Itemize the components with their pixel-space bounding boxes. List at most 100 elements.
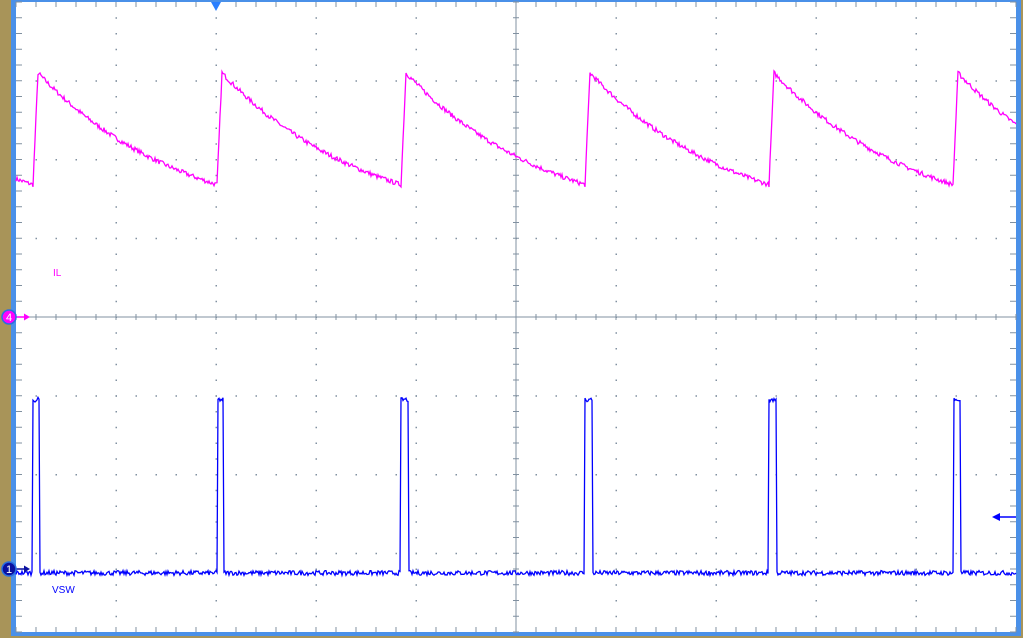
grid-dot — [535, 474, 537, 476]
grid-dot — [55, 552, 57, 555]
grid-dot — [815, 584, 817, 586]
grid-dot — [715, 237, 717, 240]
trigger-level-arrow — [992, 513, 1000, 522]
grid-dot — [895, 395, 897, 397]
grid-dot — [135, 395, 137, 397]
grid-dot — [295, 395, 297, 397]
channel-4-number: 4 — [6, 312, 12, 324]
grid-dot — [115, 111, 117, 114]
grid-dot — [415, 64, 417, 66]
grid-dot — [275, 552, 277, 555]
grid-dot — [615, 206, 617, 208]
grid-dot — [115, 474, 117, 476]
grid-dot — [415, 253, 417, 255]
grid-dot — [75, 237, 77, 240]
grid-dot — [615, 426, 617, 429]
grid-dot — [615, 584, 617, 586]
grid-dot — [775, 237, 777, 240]
grid-dot — [595, 80, 597, 82]
grid-dot — [115, 615, 117, 618]
grid-dot — [755, 474, 757, 476]
grid-dot — [115, 395, 117, 397]
grid-dot — [855, 395, 857, 397]
grid-dot — [215, 426, 217, 429]
grid-dot — [115, 159, 117, 161]
grid-dot — [115, 48, 117, 51]
grid-dot — [115, 143, 117, 145]
grid-dot — [695, 552, 697, 555]
grid-dot — [395, 395, 397, 397]
grid-dot — [395, 474, 397, 476]
grid-dot — [915, 96, 917, 98]
grid-dot — [115, 206, 117, 208]
grid-dot — [615, 411, 617, 413]
grid-dot — [115, 269, 117, 271]
grid-dot — [815, 222, 817, 224]
grid-dot — [35, 80, 37, 82]
grid-dot — [535, 237, 537, 240]
grid-dot — [115, 489, 117, 492]
grid-dot — [695, 159, 697, 161]
grid-dot — [215, 127, 217, 129]
grid-dot — [815, 600, 817, 602]
grid-dot — [715, 33, 717, 35]
grid-dot — [95, 474, 97, 476]
grid-dot — [415, 96, 417, 98]
grid-dot — [215, 458, 217, 460]
grid-dot — [715, 537, 717, 539]
grid-dot — [215, 159, 217, 161]
grid-dot — [855, 80, 857, 82]
grid-dot — [315, 237, 317, 240]
grid-dot — [915, 269, 917, 271]
grid-dot — [315, 615, 317, 618]
grid-dot — [915, 174, 917, 177]
grid-dot — [815, 159, 817, 161]
grid-dot — [135, 80, 137, 82]
grid-dot — [215, 474, 217, 476]
grid-dot — [115, 600, 117, 602]
grid-dot — [815, 64, 817, 66]
grid-dot — [915, 190, 917, 192]
grid-dot — [335, 395, 337, 397]
grid-dot — [475, 237, 477, 240]
grid-dot — [495, 474, 497, 476]
grid-dot — [415, 615, 417, 618]
grid-dot — [495, 395, 497, 397]
grid-dot — [295, 552, 297, 555]
grid-dot — [55, 474, 57, 476]
grid-dot — [735, 159, 737, 161]
grid-dot — [835, 474, 837, 476]
grid-dot — [475, 395, 477, 397]
grid-dot — [495, 552, 497, 555]
grid-dot — [835, 552, 837, 555]
grid-dot — [215, 269, 217, 271]
grid-dot — [555, 159, 557, 161]
grid-dot — [115, 411, 117, 413]
grid-dot — [315, 159, 317, 161]
grid-dot — [815, 269, 817, 271]
grid-dot — [615, 48, 617, 51]
channel-1-marker-arrow — [24, 565, 30, 573]
trigger-position-marker — [211, 2, 221, 11]
grid-dot — [215, 33, 217, 35]
grid-dot — [335, 237, 337, 240]
grid-dot — [855, 552, 857, 555]
grid-dot — [435, 395, 437, 397]
grid-dot — [435, 80, 437, 82]
grid-dot — [855, 159, 857, 161]
grid-dot — [615, 143, 617, 145]
grid-dot — [975, 395, 977, 397]
grid-dot — [815, 379, 817, 381]
grid-dot — [575, 80, 577, 82]
grid-dot — [715, 552, 717, 555]
grid-dot — [115, 222, 117, 224]
grid-dot — [175, 159, 177, 161]
grid-dot — [675, 159, 677, 161]
grid-dot — [815, 552, 817, 555]
grid-dot — [335, 80, 337, 82]
grid-dot — [315, 489, 317, 492]
grid-dot — [95, 395, 97, 397]
grid-dot — [315, 411, 317, 413]
grid-dot — [475, 80, 477, 82]
grid-dot — [315, 521, 317, 523]
